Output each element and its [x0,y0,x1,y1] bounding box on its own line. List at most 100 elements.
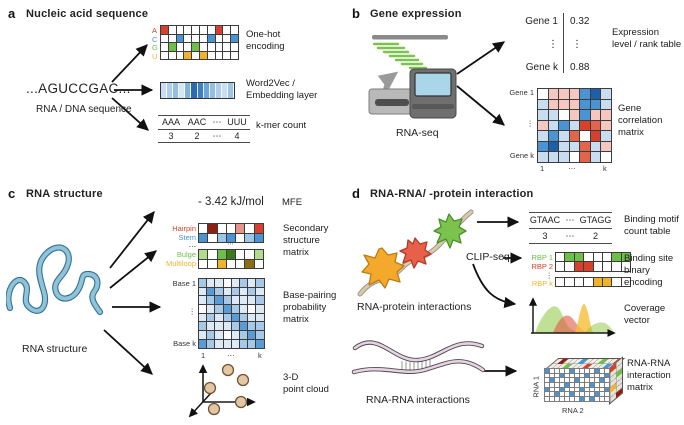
onehot-row-label-A: A [152,26,158,35]
kmer-header: AAC [187,117,207,127]
matrix-cell [585,387,590,393]
matrix-cell [168,34,177,44]
matrix-cell [575,383,580,388]
matrix-cell [550,397,555,402]
gene-correlation-matrix [537,88,612,163]
correlation-col-label-dots: ⋯ [568,164,576,173]
rbpk-row [555,277,632,288]
matrix-cell [560,369,565,374]
correlation-row-label-dots: ⋮ [526,119,535,128]
matrix-cell [231,322,240,332]
matrix-cell [570,397,575,402]
matrix-cell [548,110,559,121]
matrix-cell [559,141,570,152]
matrix-cell [538,152,549,163]
rna-seq-machine-icon [368,35,457,119]
matrix-cell [199,331,208,340]
matrix-cell [207,305,216,314]
kmer-header: UUU [227,117,247,127]
matrix-cell [245,224,255,234]
matrix-cell [228,83,235,98]
matrix-cell [575,392,580,398]
matrix-cell [565,392,570,398]
matrix-cell [548,131,559,142]
matrix-cell [590,110,601,121]
binding-site-label: Binding site binary encoding [624,253,674,289]
matrix-cell [215,279,224,288]
matrix-cell [600,383,605,388]
matrix-cell [575,378,580,384]
matrix-cell [208,259,218,269]
matrix-cell [248,322,257,332]
rna-structure-label: RNA structure [22,343,88,355]
bpp-col-label-dots: ⋯ [227,351,235,360]
matrix-cell [236,259,246,269]
correlation-row-label-genek: Gene k [509,151,534,160]
matrix-cell [610,363,616,374]
matrix-cell [239,322,249,332]
rna-protein-drawing [357,209,474,297]
matrix-cell [612,262,622,272]
matrix-cell [590,152,601,163]
pointcloud-label: 3-D point cloud [283,372,329,396]
secondary-row-label-stem: Stem [178,233,196,242]
coverage-peak-yellow [575,304,593,333]
matrix-cell [161,51,169,61]
matrix-cell [545,392,550,398]
matrix-cell [231,305,240,314]
matrix-cell [161,26,169,35]
matrix-cell [548,89,559,100]
matrix-cell [569,110,580,121]
matrix-cell [590,383,595,388]
matrix-cell [168,51,177,61]
matrix-cell [570,383,575,388]
matrix-cell [550,378,555,384]
motif-table: GTAAC ⋯ GTAGG 3 ⋯ 2 [529,212,612,244]
matrix-cell [248,287,257,297]
matrix-cell [199,250,209,260]
matrix-cell [256,296,265,306]
matrix-cell [560,397,565,402]
matrix-cell [595,397,600,402]
matrix-cell [184,51,193,61]
matrix-cell [167,83,174,98]
matrix-cell [601,99,612,110]
matrix-cell [559,120,570,131]
matrix-cell [548,120,559,131]
matrix-cell [570,373,575,379]
arrow-rnaseq-to-table [456,41,506,75]
onehot-row-label-U: U [152,52,158,61]
matrix-cell [574,262,585,272]
matrix-cell [231,34,239,44]
matrix-cell [580,397,585,402]
panel-a-tag: a [8,6,16,21]
arrow-structure-to-mfe [109,211,155,269]
matrix-cell [569,152,580,163]
matrix-cell [574,278,585,288]
rbp2-row [555,261,632,272]
matrix-cell [565,262,575,272]
coverage-peak-green-right [585,322,614,333]
matrix-cell [239,305,249,314]
rna-rna-matrix-front [544,368,610,402]
arrow-seq-to-kmer [111,97,149,131]
matrix-cell [601,110,612,121]
matrix-cell [590,131,601,142]
matrix-cell [231,287,240,297]
matrix-cell [199,322,208,332]
cube-label: RNA-RNA interaction matrix [627,358,671,394]
matrix-cell [239,331,249,340]
matrix-cell [548,152,559,163]
matrix-cell [560,383,565,388]
panel-d-tag: d [352,186,360,201]
matrix-cell [199,26,208,35]
matrix-cell [575,397,580,402]
matrix-cell [569,131,580,142]
matrix-cell [203,83,210,98]
matrix-cell [248,296,257,306]
matrix-cell [550,387,555,393]
matrix-cell [605,369,610,374]
matrix-cell [545,373,550,379]
matrix-cell [601,152,612,163]
